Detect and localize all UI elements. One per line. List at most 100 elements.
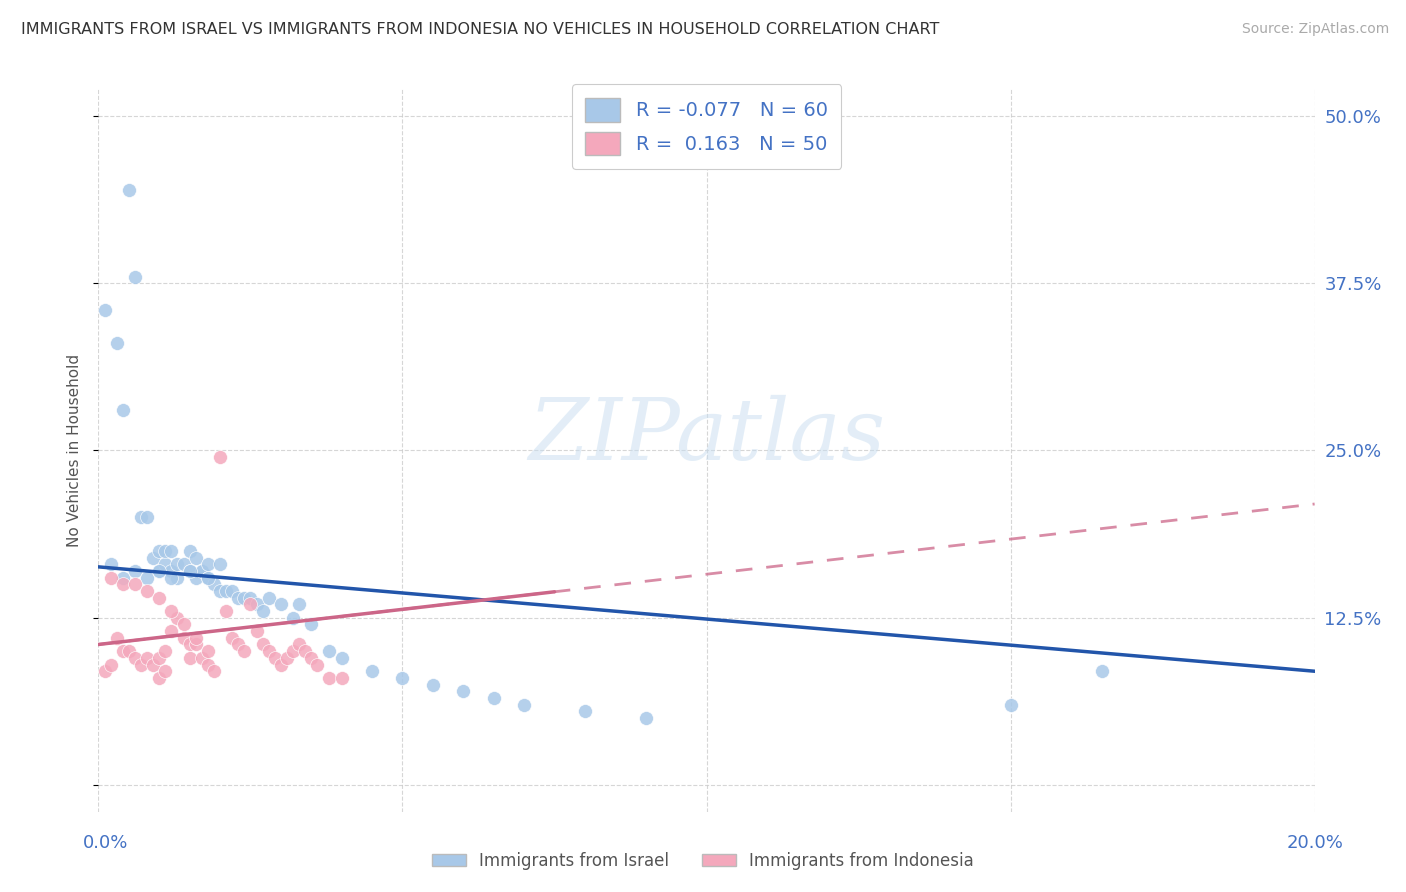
Point (124, 577, 146, 591)
Point (142, 550, 165, 565)
Point (239, 591, 262, 605)
Point (173, 631, 195, 645)
Text: 20.0%: 20.0% (1286, 834, 1343, 852)
Point (288, 598, 311, 612)
Point (160, 604, 183, 618)
Point (233, 591, 256, 605)
Point (155, 664, 177, 679)
Point (422, 678, 444, 692)
Point (270, 598, 292, 612)
Point (191, 651, 214, 665)
Point (257, 644, 280, 658)
Point (111, 403, 134, 417)
Point (136, 651, 159, 665)
Point (318, 644, 340, 658)
Point (148, 564, 170, 578)
Point (294, 644, 316, 658)
Point (221, 631, 243, 645)
Point (221, 584, 243, 599)
Point (513, 698, 536, 712)
Point (263, 651, 285, 665)
Point (118, 183, 141, 197)
Point (574, 705, 596, 719)
Point (191, 564, 214, 578)
Point (330, 671, 353, 685)
Point (184, 637, 207, 651)
Point (257, 591, 280, 605)
Point (173, 617, 195, 632)
Point (111, 577, 134, 591)
Point (160, 564, 183, 578)
Point (124, 564, 146, 578)
Point (93, 664, 115, 679)
Point (129, 510, 152, 524)
Point (1000, 698, 1022, 712)
Point (276, 651, 298, 665)
Point (136, 510, 159, 524)
Point (155, 544, 177, 558)
Point (105, 336, 128, 351)
Point (124, 269, 146, 284)
Point (148, 544, 170, 558)
Point (124, 651, 146, 665)
Point (252, 604, 274, 618)
Point (209, 584, 232, 599)
Legend: Immigrants from Israel, Immigrants from Indonesia: Immigrants from Israel, Immigrants from … (426, 846, 980, 877)
Point (453, 684, 475, 698)
Point (118, 644, 141, 658)
Point (179, 564, 201, 578)
Text: ZIPatlas: ZIPatlas (527, 394, 886, 477)
Point (155, 557, 177, 572)
Point (197, 571, 219, 585)
Point (148, 564, 170, 578)
Point (100, 657, 122, 672)
Point (233, 644, 256, 658)
Point (197, 644, 219, 658)
Point (318, 671, 340, 685)
Point (197, 571, 219, 585)
Point (136, 571, 159, 585)
Point (299, 617, 322, 632)
Point (100, 571, 122, 585)
Point (252, 637, 274, 651)
Y-axis label: No Vehicles in Household: No Vehicles in Household (67, 354, 83, 547)
Point (634, 711, 657, 725)
Point (330, 651, 353, 665)
Point (179, 564, 201, 578)
Point (288, 637, 311, 651)
Point (148, 651, 170, 665)
Point (239, 598, 262, 612)
Point (226, 637, 249, 651)
Point (226, 591, 249, 605)
Point (209, 450, 232, 465)
Point (361, 664, 384, 679)
Point (179, 637, 201, 651)
Point (184, 550, 207, 565)
Point (1091, 664, 1114, 679)
Point (160, 571, 183, 585)
Point (179, 651, 201, 665)
Point (215, 584, 238, 599)
Point (136, 584, 159, 599)
Point (202, 577, 225, 591)
Point (184, 571, 207, 585)
Point (270, 657, 292, 672)
Point (209, 557, 232, 572)
Point (173, 557, 195, 572)
Point (166, 611, 188, 625)
Point (307, 657, 329, 672)
Point (191, 564, 214, 578)
Text: IMMIGRANTS FROM ISRAEL VS IMMIGRANTS FROM INDONESIA NO VEHICLES IN HOUSEHOLD COR: IMMIGRANTS FROM ISRAEL VS IMMIGRANTS FRO… (21, 22, 939, 37)
Point (148, 591, 170, 605)
Legend: R = -0.077   N = 60, R =  0.163   N = 50: R = -0.077 N = 60, R = 0.163 N = 50 (572, 85, 841, 169)
Point (166, 557, 188, 572)
Point (202, 664, 225, 679)
Point (111, 644, 134, 658)
Point (482, 690, 505, 705)
Point (155, 644, 177, 658)
Point (179, 544, 201, 558)
Point (299, 651, 322, 665)
Point (245, 624, 267, 639)
Point (281, 611, 304, 625)
Point (148, 671, 170, 685)
